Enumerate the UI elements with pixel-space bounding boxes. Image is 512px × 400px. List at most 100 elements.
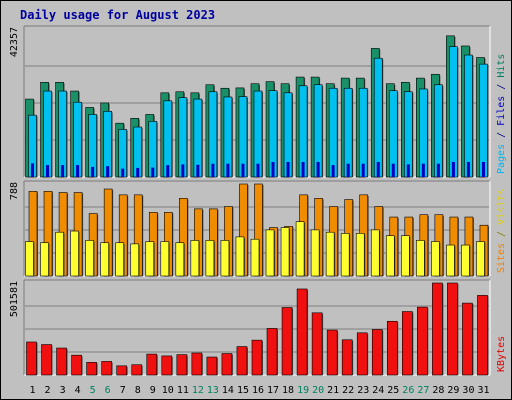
files-bar (434, 84, 444, 178)
files-bar (373, 57, 384, 178)
x-tick-label: 21 (327, 385, 339, 396)
pages-bar (301, 161, 305, 177)
kbytes-bar (371, 329, 384, 376)
axis-legend-part: Pages (496, 144, 507, 174)
pages-bar (151, 167, 155, 177)
kbytes-bar (101, 361, 113, 376)
kbytes-bar (462, 302, 474, 376)
kbytes-bar (281, 307, 294, 376)
kbytes-bar (296, 288, 309, 376)
pages-bar (436, 163, 440, 177)
x-tick-label: 15 (237, 385, 249, 396)
sites-bar (145, 241, 155, 277)
kbytes-bar (341, 339, 354, 376)
files-bar (58, 90, 68, 178)
axis-legend-part: Visits (496, 189, 507, 225)
x-tick-label: 22 (342, 385, 354, 396)
pages-bar (316, 161, 320, 177)
pages-bar (31, 163, 34, 177)
kbytes-panel: 501581 KBytes (9, 279, 507, 376)
files-bar (358, 87, 369, 178)
axis-legend-part: Hits (496, 54, 507, 78)
axis-legend-part: / (496, 126, 507, 144)
x-tick-label: 2 (45, 385, 51, 396)
pages-bar (286, 161, 290, 177)
sites-bar (235, 236, 245, 277)
x-tick-label: 30 (462, 385, 474, 396)
pages-bar (91, 166, 95, 177)
sites-bar (401, 235, 411, 277)
x-tick-label: 20 (312, 385, 324, 396)
sites-bar (310, 229, 321, 277)
axis-legend-part: Sites (496, 243, 507, 273)
x-tick-label: 28 (432, 385, 444, 396)
pages-bar (271, 161, 275, 177)
pages-bar (211, 163, 215, 177)
kbytes-bar (447, 282, 459, 376)
kbytes-bar (206, 356, 218, 376)
x-tick-label: 13 (207, 385, 219, 396)
kbytes-bar (161, 355, 173, 376)
sites-bar (476, 241, 486, 277)
pages-bar (121, 168, 125, 177)
files-bar (479, 63, 489, 178)
x-tick-label: 23 (357, 385, 369, 396)
sites-bar (265, 229, 276, 277)
pages-bar (361, 163, 365, 177)
pages-bar (241, 163, 245, 177)
x-tick-label: 16 (252, 385, 264, 396)
chart-title: Daily usage for August 2023 (20, 8, 215, 22)
files-bar (43, 90, 53, 178)
sites-bar (25, 241, 35, 277)
pages-bar (166, 165, 170, 177)
files-bar (343, 87, 354, 178)
kbytes-bar (131, 364, 143, 376)
sites-bar (416, 240, 426, 277)
x-tick-label: 10 (162, 385, 174, 396)
axis-legend-label: Pages / Files / Hits (496, 54, 507, 174)
x-tick-label: 18 (282, 385, 294, 396)
sites-bar (205, 240, 215, 277)
kbytes-bar (191, 352, 203, 376)
sites-bar (100, 242, 110, 277)
axis-legend-part: KBytes (496, 336, 507, 372)
x-tick-label: 9 (150, 385, 156, 396)
pages-bar (376, 161, 380, 177)
pages-bar (391, 163, 395, 177)
pages-bar (346, 163, 350, 177)
y-max-label: 42357 (9, 27, 20, 57)
y-max-label: 501581 (9, 281, 20, 317)
kbytes-bar (116, 365, 128, 376)
axis-legend-part: Files (496, 96, 507, 126)
kbytes-bar (356, 332, 369, 376)
sites-bar (130, 243, 140, 277)
sites-bar (220, 240, 230, 277)
sites-bar (175, 242, 185, 277)
sites-bar (280, 227, 291, 277)
kbytes-bar (146, 353, 158, 376)
x-tick-label: 24 (372, 385, 384, 396)
pages-bar (106, 166, 110, 177)
files-bar (464, 54, 474, 178)
kbytes-bar (266, 328, 279, 376)
sites-bar (295, 221, 306, 277)
pages-bar (331, 165, 335, 177)
x-tick-label: 25 (387, 385, 399, 396)
sites-bar (446, 244, 456, 277)
sites-bar (325, 231, 336, 277)
sites-bar (55, 231, 65, 277)
pages-bar (76, 165, 80, 177)
x-tick-label: 6 (105, 385, 111, 396)
sites-bar (85, 240, 95, 277)
hits-panel: 42357 Pages / Files / Hits (9, 25, 507, 178)
kbytes-bar (417, 306, 429, 376)
pages-bar (451, 161, 455, 177)
pages-bar (226, 163, 230, 177)
x-tick-label: 8 (135, 385, 141, 396)
pages-bar (181, 164, 185, 177)
y-max-label: 788 (9, 182, 20, 200)
kbytes-bar (41, 344, 53, 376)
kbytes-bar (251, 339, 263, 376)
pages-bar (46, 165, 50, 177)
